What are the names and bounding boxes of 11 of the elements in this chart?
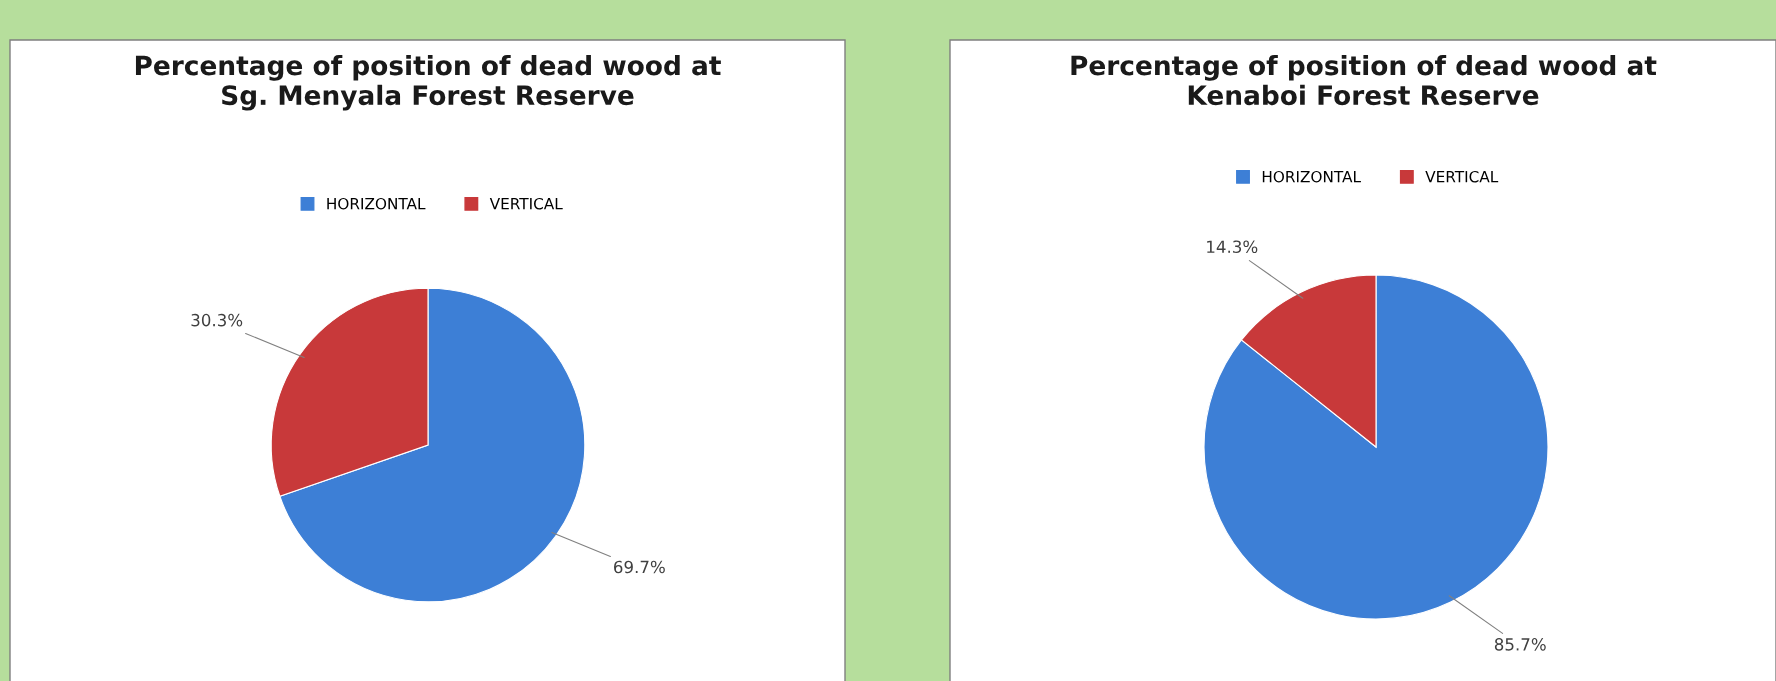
data-label: 14.3%: [1207, 240, 1258, 254]
legend-label: HORIZONTAL: [1262, 170, 1361, 183]
data-label: 85.7%: [1494, 638, 1546, 651]
chart-title: Percentage of position of dead wood at Kenaboi Forest Reserve: [1071, 55, 1657, 106]
data-label: 69.7%: [614, 560, 665, 574]
data-label: 30.3%: [191, 313, 243, 327]
legend-label: VERTICAL: [1425, 170, 1499, 183]
pie-slice: [1203, 274, 1549, 620]
legend-label: VERTICAL: [489, 197, 563, 210]
chart-title: Percentage of position of dead wood at Sg. Menyala Forest Reserve: [135, 55, 721, 111]
legend-label: HORIZONTAL: [327, 197, 426, 210]
